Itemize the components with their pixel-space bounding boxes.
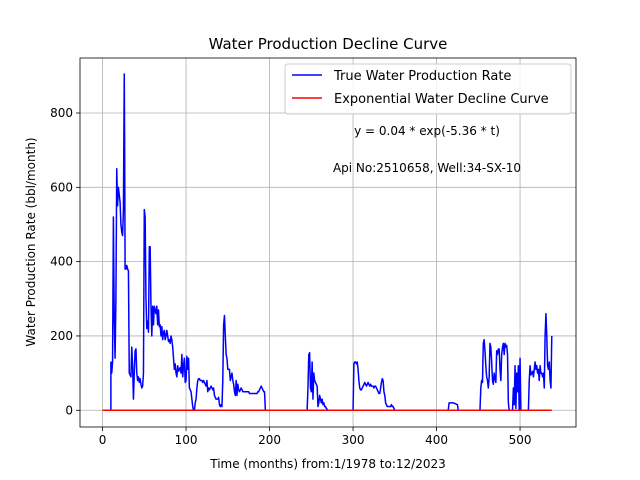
x-tick-label: 0 [99,433,107,447]
legend-box [284,63,572,115]
legend: True Water Production Rate Exponential W… [284,63,572,115]
y-tick-label: 400 [50,255,73,269]
axis-ticks: 0 100 200 300 400 500 0 200 400 600 800 [50,106,531,447]
legend-label-true-rate: True Water Production Rate [333,69,511,84]
x-tick-label: 500 [509,433,532,447]
x-tick-label: 400 [425,433,448,447]
chart-title: Water Production Decline Curve [209,35,448,53]
plot-frame [79,57,577,428]
series-layer [102,73,553,412]
x-axis-label: Time (months) from:1/1978 to:12/2023 [209,457,446,471]
series-line-true-rate [102,73,553,412]
equation-annotation: y = 0.04 * exp(-5.36 * t) [354,124,500,138]
x-tick-label: 300 [342,433,365,447]
y-axis-label: Water Production Rate (bbl/month) [24,137,38,346]
y-tick-label: 800 [50,106,73,120]
x-tick-label: 200 [258,433,281,447]
y-tick-label: 600 [50,180,73,194]
legend-label-decline-curve: Exponential Water Decline Curve [334,92,549,107]
well-annotation: Api No:2510658, Well:34-SX-10 [333,161,521,175]
x-tick-label: 100 [175,433,198,447]
y-tick-label: 0 [65,403,73,417]
y-tick-label: 200 [50,329,73,343]
